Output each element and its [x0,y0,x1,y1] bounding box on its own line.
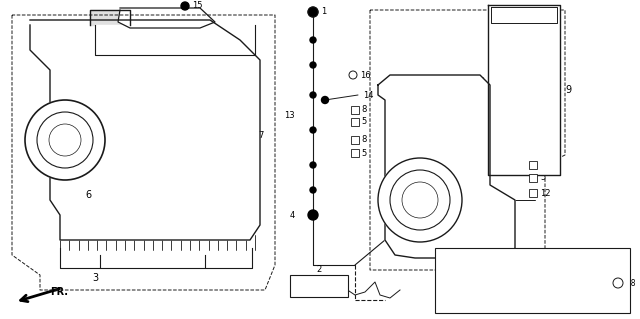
Text: 7: 7 [258,130,264,139]
Bar [529,174,537,182]
Text: S6M4 B0100A: S6M4 B0100A [463,306,516,315]
Bar [529,189,537,197]
Text: FR.: FR. [50,287,68,297]
Text: 6: 6 [85,190,91,200]
Text: MT: MT [465,298,484,308]
Text: 5: 5 [540,174,545,182]
Bar [351,136,359,144]
Polygon shape [548,258,573,303]
Circle shape [378,158,462,242]
Circle shape [308,210,318,220]
Bar [351,106,359,114]
Bar [290,275,348,297]
Bar [351,118,359,126]
Text: 8: 8 [361,136,366,145]
Text: 10: 10 [503,251,513,261]
Text: 1: 1 [321,8,326,17]
Polygon shape [488,5,560,175]
Circle shape [37,112,93,168]
Text: 12: 12 [540,189,550,197]
Bar [351,149,359,157]
Circle shape [310,162,316,168]
Text: 14: 14 [363,91,374,100]
Circle shape [310,62,316,68]
Text: 16: 16 [360,70,371,79]
Text: E-10-10: E-10-10 [295,281,328,291]
Circle shape [308,7,318,17]
Text: 5: 5 [361,149,366,158]
Text: 5: 5 [361,117,366,127]
Text: 13: 13 [284,110,295,120]
Polygon shape [378,75,515,258]
Text: 2: 2 [316,265,321,275]
Text: 3: 3 [92,273,98,283]
Polygon shape [118,8,215,28]
Bar [529,161,537,169]
Text: 8: 8 [361,106,366,115]
Text: 8: 8 [540,160,545,169]
Bar [435,248,630,313]
Text: 9: 9 [565,85,571,95]
Circle shape [390,170,450,230]
Polygon shape [30,20,260,240]
Polygon shape [95,25,255,55]
Circle shape [25,100,105,180]
Circle shape [181,2,189,10]
Circle shape [321,97,328,103]
Circle shape [349,71,357,79]
Circle shape [310,187,316,193]
Circle shape [310,92,316,98]
Text: 17: 17 [443,263,452,272]
Text: 15: 15 [192,2,202,11]
Polygon shape [90,10,130,25]
Circle shape [310,127,316,133]
Text: 18: 18 [626,278,636,287]
Circle shape [613,278,623,288]
Text: AT: AT [568,298,584,308]
Text: 11: 11 [612,256,621,264]
Circle shape [310,37,316,43]
Text: 4: 4 [290,211,295,219]
